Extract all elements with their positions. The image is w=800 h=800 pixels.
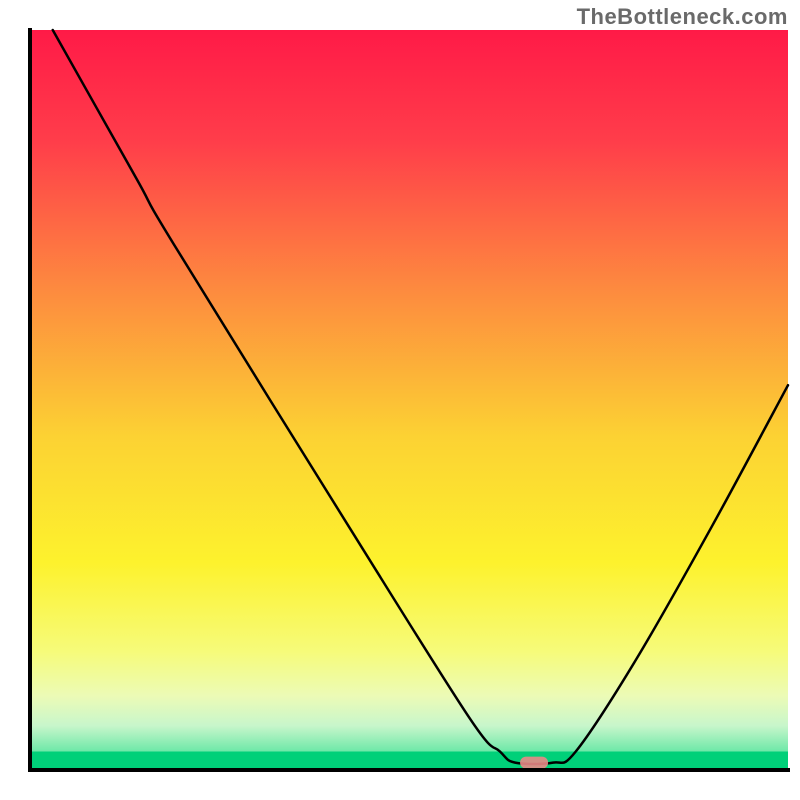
- plot-background: [30, 30, 788, 770]
- watermark: TheBottleneck.com: [577, 4, 788, 30]
- optimum-marker: [520, 757, 548, 769]
- green-band: [30, 752, 788, 771]
